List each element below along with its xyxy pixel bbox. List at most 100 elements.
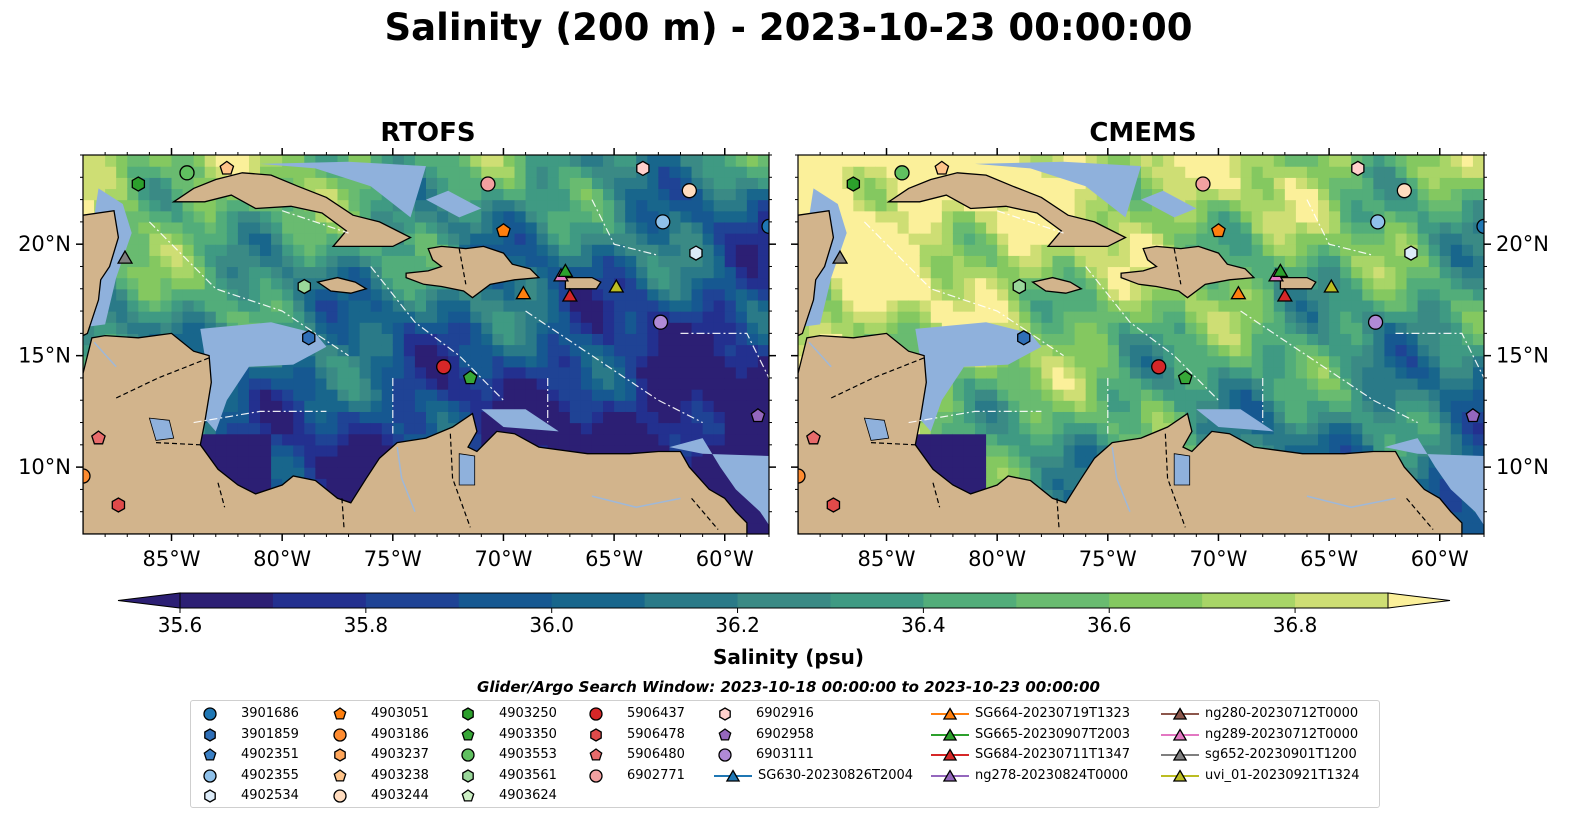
lon-tick-label: 65°W	[1300, 547, 1358, 571]
legend-marker	[334, 748, 346, 762]
legend-label: 4903350	[499, 726, 557, 742]
colorbar-extend-min	[117, 592, 181, 609]
marker-SG665-20230907T2003	[1272, 263, 1289, 278]
colorbar-extend-max	[1387, 592, 1451, 609]
legend-hexagon-icon	[719, 707, 731, 721]
colorbar-frame	[179, 592, 1389, 609]
legend-label: uvi_01-20230921T1324	[1205, 767, 1360, 783]
marker-3901859	[1017, 330, 1031, 346]
marker-4902534	[1404, 245, 1418, 261]
marker-4903238	[219, 160, 235, 175]
colorbar: 35.6 35.8 36.0 36.2 36.4 36.6 36.8	[117, 592, 1451, 637]
float-markers	[83, 160, 769, 513]
legend-label: 4903244	[371, 788, 429, 804]
marker-sg652-20230901T1200	[831, 249, 849, 264]
colorbar-segment	[272, 593, 367, 608]
marker-3901686	[761, 218, 769, 234]
lat-tick-label: 10°N	[18, 455, 71, 479]
legend-circle-icon	[203, 707, 217, 721]
marker-4903561	[297, 278, 312, 295]
colorbar-tick-label: 36.6	[1087, 613, 1132, 637]
colorbar-tick-label: 36.4	[901, 613, 946, 637]
colorbar-tick-label: 35.8	[344, 613, 389, 637]
legend-marker	[203, 707, 217, 721]
legend-triangle-icon	[942, 707, 958, 720]
legend-marker	[333, 727, 347, 742]
marker-uvi_01-20230921T1324	[608, 278, 625, 293]
marker-3901859	[302, 330, 316, 346]
colorbar-segment	[180, 593, 274, 608]
marker-5906480	[806, 430, 821, 445]
legend-circle-icon	[461, 748, 475, 762]
legend-label: 4902534	[241, 788, 299, 804]
marker-SG665-20230907T2003	[557, 263, 574, 278]
legend-marker	[931, 707, 969, 720]
eez-lines	[148, 199, 769, 434]
map-frame	[797, 154, 1485, 535]
legend-marker	[1161, 748, 1199, 761]
marker-4903553	[894, 165, 910, 181]
map-frame	[82, 154, 770, 535]
legend-marker	[333, 707, 347, 720]
legend-circle-icon	[333, 727, 347, 742]
legend-label: 6903111	[756, 747, 814, 763]
legend-hexagon-icon	[334, 748, 346, 762]
legend-hexagon-icon	[204, 789, 216, 804]
legend-triangle-icon	[1172, 707, 1188, 720]
colorbar-tick-label: 36.0	[529, 613, 574, 637]
rivers	[808, 341, 1396, 512]
lon-tick-label: 70°W	[1189, 547, 1247, 571]
legend-circle-icon	[718, 748, 732, 762]
legend-label: 4903561	[499, 767, 557, 783]
legend-label: 4902355	[241, 767, 299, 783]
land	[83, 172, 748, 534]
marker-4903238	[934, 160, 950, 175]
legend-marker	[462, 769, 474, 783]
legend-triangle-icon	[725, 769, 741, 782]
legend-label: 3901686	[241, 706, 299, 721]
legend-pentagon-icon	[203, 748, 217, 761]
legend-marker	[203, 769, 217, 783]
eez-lines	[863, 199, 1484, 434]
legend-circle-icon	[203, 769, 217, 783]
lon-tick-label: 80°W	[968, 547, 1026, 571]
lon-tick-label: 85°W	[143, 547, 201, 571]
legend-label: 6902771	[627, 767, 685, 783]
legend-label: 4903553	[499, 747, 557, 763]
legend-marker	[462, 707, 474, 721]
colorbar-segment	[923, 593, 1017, 608]
marker-4903186	[83, 468, 91, 484]
legend-triangle-icon	[1172, 769, 1188, 782]
marker-sg652-20230901T1200	[116, 249, 134, 264]
legend-marker	[204, 727, 216, 742]
legend-label: 6902958	[756, 726, 814, 742]
legend-marker	[931, 727, 969, 741]
lon-tick-label: 60°W	[696, 547, 754, 571]
marker-4903561	[1012, 278, 1027, 295]
legend-marker	[461, 789, 475, 802]
legend-hexagon-icon	[462, 707, 474, 721]
marker-4903350	[462, 370, 478, 385]
colorbar-segment	[1016, 593, 1110, 608]
legend-marker	[718, 748, 732, 762]
legend-triangle-icon	[942, 727, 958, 741]
legend-marker	[203, 748, 217, 761]
marker-SG684-20230711T1347	[561, 287, 578, 302]
legend-label: 4903051	[371, 706, 429, 721]
legend-label: 5906478	[627, 726, 685, 742]
marker-6902771	[1195, 176, 1211, 192]
marker-4903250	[846, 176, 861, 192]
colorbar-segment	[1202, 593, 1296, 608]
legend-label: ng280-20230712T0000	[1205, 706, 1359, 721]
legend-label: ng289-20230712T0000	[1205, 726, 1359, 742]
lon-tick-label: 65°W	[585, 547, 643, 571]
legend-triangle-icon	[1172, 748, 1188, 761]
marker-6902771	[480, 176, 496, 192]
marker-6903111	[652, 314, 669, 330]
legend-label: SG684-20230711T1347	[975, 747, 1131, 763]
legend-marker	[589, 748, 603, 761]
marker-SG664-20230719T1323	[1230, 285, 1247, 300]
marker-4903051	[496, 222, 511, 238]
legend-marker	[589, 707, 603, 721]
rivers	[93, 341, 681, 512]
